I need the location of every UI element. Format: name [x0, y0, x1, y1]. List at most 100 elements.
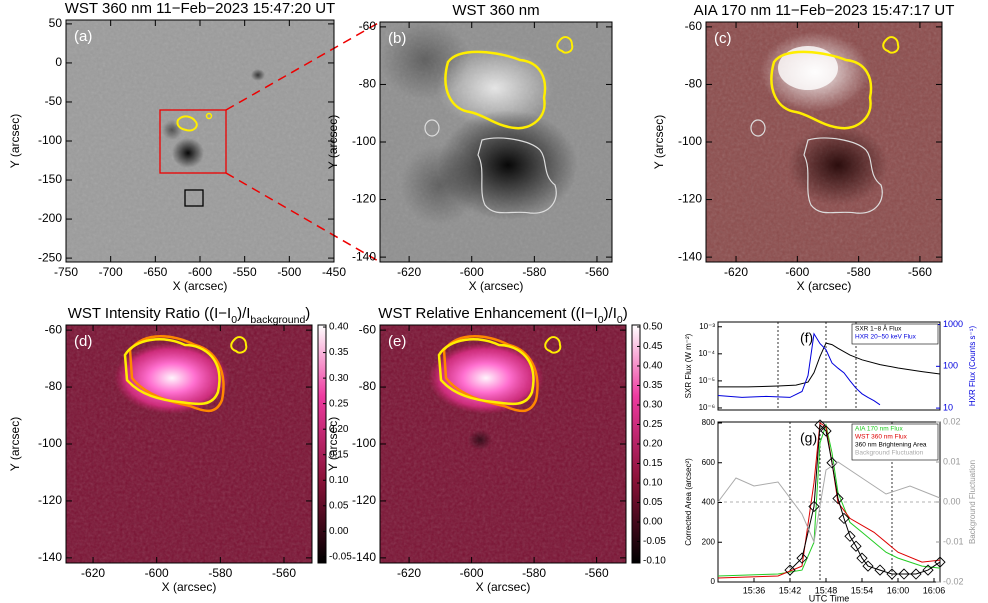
x-tick-label: -580	[847, 265, 871, 279]
legend-entry: 360 nm Brightening Area	[855, 442, 927, 449]
data-point	[898, 568, 910, 580]
x-tick-label: -560	[585, 265, 609, 279]
data-point	[886, 568, 898, 580]
y-tick-label: -80	[685, 77, 703, 91]
y-tick-label: 10⁻⁴	[698, 349, 715, 358]
panel-label: (e)	[388, 333, 406, 350]
y-axis-label: Y (arcsec)	[8, 114, 22, 168]
title-part: )	[623, 305, 628, 322]
x-tick-label: -700	[99, 265, 123, 279]
y-tick-label: -60	[359, 322, 377, 336]
y-tick-label: 10⁻⁶	[699, 403, 715, 412]
colorbar-tick-label: 0.10	[329, 475, 349, 486]
x-tick-label: 16:00	[887, 585, 910, 595]
x-tick-label: -620	[81, 566, 105, 580]
x-tick-label: -560	[908, 265, 932, 279]
data-point	[820, 425, 832, 437]
colorbar	[317, 324, 327, 564]
colorbar-tick-label: 0.30	[329, 373, 349, 384]
x-tick-label: -600	[188, 265, 212, 279]
x-tick-label: 15:36	[743, 585, 766, 595]
y-tick-label: -200	[38, 211, 62, 225]
y-tick-label: -60	[45, 322, 63, 336]
x-axis-label: UTC Time	[809, 593, 850, 603]
legend-entry: Background Fluctuation	[855, 450, 924, 457]
panel-title: WST Relative Enhancement ((I−I0)/I0)	[378, 305, 627, 326]
y-tick-label: 200	[702, 537, 716, 546]
y2-tick-label: 0.01	[943, 456, 961, 466]
x-tick-label: -650	[143, 265, 167, 279]
y-tick-label: -100	[352, 134, 376, 148]
panel-title: WST 360 nm	[452, 2, 539, 19]
title-part: WST Relative Enhancement ((I−I	[378, 305, 597, 322]
title-part: WST Intensity Ratio ((I−I	[68, 305, 232, 322]
colorbar-tick-label: 0.00	[643, 517, 663, 528]
y-axis-label: Y (arcsec)	[652, 115, 666, 169]
y2-tick-label: 1000	[943, 319, 963, 329]
y-tick-label: 0	[711, 577, 716, 586]
data-point	[850, 540, 862, 552]
image-a	[66, 20, 334, 262]
x-tick-label: -450	[322, 265, 346, 279]
y-tick-label: -50	[45, 94, 63, 108]
y-axis-label: SXR Flux (W m⁻²)	[684, 333, 693, 398]
y2-axis-label: Background Fluctuation	[968, 460, 977, 544]
data-point	[808, 500, 820, 513]
colorbar-tick-label: 0.25	[643, 419, 663, 430]
data-point	[922, 564, 934, 576]
y-tick-label: -120	[352, 192, 376, 206]
data-point	[784, 564, 796, 576]
x-axis-label: X (arcsec)	[469, 279, 524, 293]
colorbar-tick-label: 0.10	[643, 478, 663, 489]
x-tick-label: 15:48	[815, 585, 838, 595]
y-tick-label: -60	[685, 19, 703, 33]
y-tick-label: -120	[678, 192, 702, 206]
x-tick-label: -620	[724, 265, 748, 279]
colorbar-tick-label: 0.35	[329, 347, 349, 358]
y-tick-label: 10⁻⁵	[699, 376, 715, 385]
colorbar-tick-label: 0.25	[329, 398, 349, 409]
colorbar-tick-label: 0.15	[329, 449, 349, 460]
data-point	[838, 512, 850, 525]
y2-tick-label: 100	[943, 361, 958, 371]
panel-label: (d)	[74, 333, 92, 350]
y-tick-label: -140	[352, 249, 376, 263]
data-point	[934, 556, 946, 568]
y-tick-label: -80	[359, 77, 377, 91]
x-tick-label: -620	[397, 265, 421, 279]
colorbar-tick-label: -0.05	[643, 536, 666, 547]
y-tick-label: -80	[45, 379, 63, 393]
legend	[851, 423, 939, 461]
title-part: 0	[598, 314, 604, 326]
data-point	[874, 564, 886, 576]
y-tick-label: 800	[702, 418, 716, 427]
y2-tick-label: 0.02	[943, 416, 961, 426]
y-tick-label: 0	[55, 55, 62, 69]
colorbar-tick-label: 0.30	[643, 400, 663, 411]
y-tick-label: -150	[38, 172, 62, 186]
legend-entry: WST 360 nm Flux	[855, 434, 908, 441]
x-tick-label: -600	[460, 265, 484, 279]
legend-entry: SXR 1−8 Å Flux	[855, 324, 902, 333]
title-part: )	[305, 305, 310, 322]
title-part: )/I	[604, 305, 617, 322]
data-point	[910, 568, 922, 580]
y-tick-label: -140	[352, 550, 376, 564]
colorbar-tick-label: 0.40	[329, 322, 349, 333]
image-d	[66, 325, 312, 563]
y-tick-label: -120	[38, 493, 62, 507]
series-line	[718, 342, 941, 388]
series-line	[789, 423, 941, 575]
colorbar-tick-label: 0.15	[643, 458, 663, 469]
x-tick-label: -580	[522, 566, 546, 580]
panel-title: WST Intensity Ratio ((I−I0)/Ibackground)	[68, 305, 311, 326]
panel-label: (c)	[714, 30, 732, 47]
y-axis-label: Corrected Area (arcsec²)	[684, 458, 693, 546]
colorbar-tick-label: 0.05	[643, 497, 663, 508]
image-e	[380, 325, 626, 563]
x-tick-label: -580	[522, 265, 546, 279]
image-b	[380, 20, 612, 262]
y2-tick-label: -0.02	[943, 576, 964, 586]
legend	[851, 323, 939, 345]
